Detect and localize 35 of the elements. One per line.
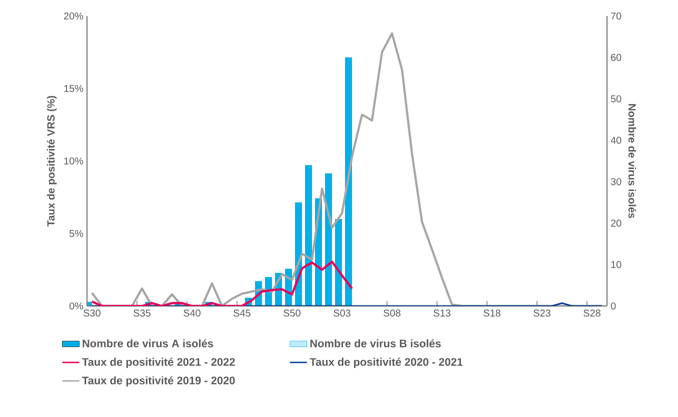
y-tick-label: 20% (64, 12, 84, 20)
y2-tick-label: 30 (610, 178, 622, 186)
x-tick-label: S30 (84, 310, 100, 317)
x-tick-label: S13 (434, 310, 450, 317)
x-tick-label: S28 (584, 310, 600, 317)
x-tick-label: S08 (384, 310, 400, 317)
legend-label: Taux de positivité 2019 - 2020 (82, 376, 235, 387)
bar (335, 219, 342, 306)
legend-label: Nombre de virus B isolés (310, 339, 441, 348)
x-tick-label: S23 (534, 310, 550, 317)
x-tick-label: S45 (234, 310, 250, 317)
y2-tick-label: 0 (610, 302, 616, 310)
y-axis-title: Taux de positivité VRS (%) (46, 96, 57, 226)
x-tick-label: S03 (334, 310, 350, 317)
legend-label: Taux de positivité 2020 - 2021 (310, 358, 463, 368)
bar (325, 173, 332, 306)
y2-tick-label: 40 (610, 136, 622, 144)
y2-tick-label: 50 (610, 95, 622, 102)
y-tick-label: 15% (64, 84, 84, 92)
bar (345, 57, 352, 306)
y2-tick-label: 10 (611, 261, 622, 268)
y2-axis-title: Nombre de virus isolés (628, 104, 636, 218)
y-tick-label: 0% (69, 302, 84, 310)
y2-tick-label: 70 (611, 12, 622, 20)
x-tick-label: S18 (484, 310, 500, 317)
y-tick-label: 5% (69, 230, 84, 237)
y2-tick-label: 60 (611, 54, 622, 61)
x-tick-label: S50 (284, 310, 300, 317)
bar (305, 165, 312, 306)
x-tick-label: S35 (134, 310, 150, 317)
legend-label: Nombre de virus A isolés (82, 339, 214, 348)
legend-label: Taux de positivité 2021 - 2022 (82, 358, 235, 368)
y-tick-label: 10% (64, 157, 84, 165)
x-tick-label: S40 (184, 310, 200, 317)
y2-tick-label: 20 (611, 220, 622, 227)
